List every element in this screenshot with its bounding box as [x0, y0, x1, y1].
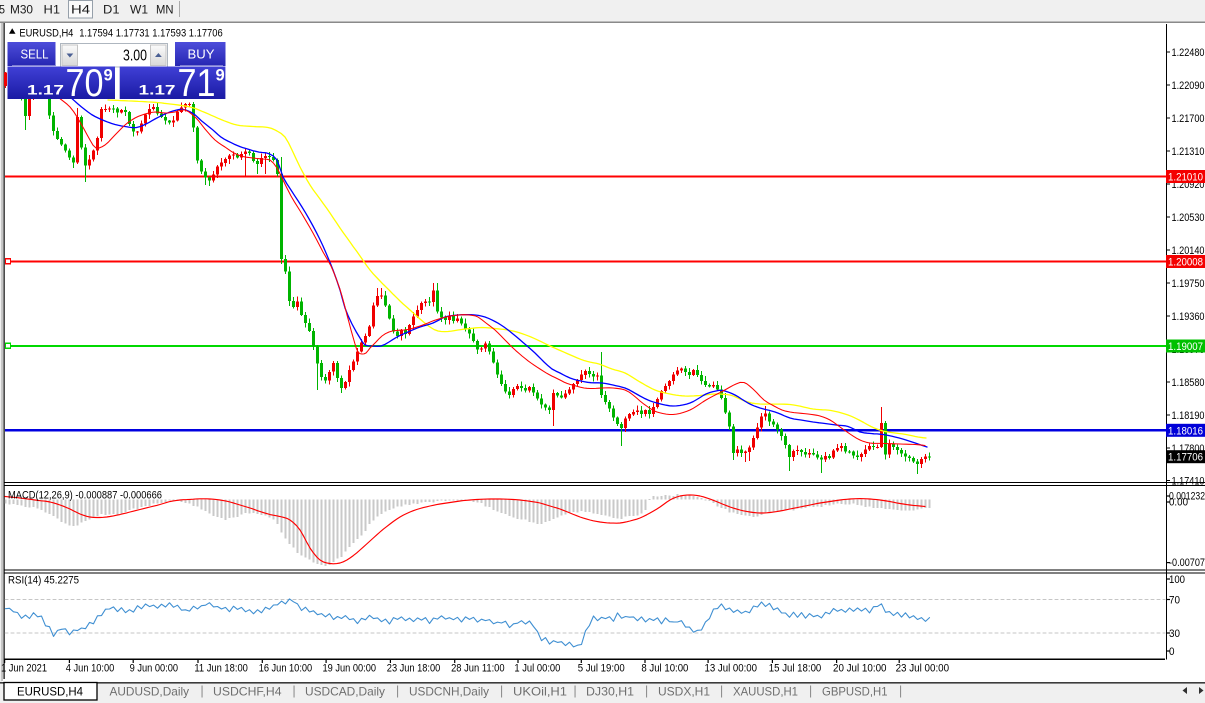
svg-text:DJ30,H1: DJ30,H1 [586, 685, 634, 699]
svg-text:9: 9 [216, 67, 225, 85]
svg-text:H4: H4 [71, 3, 90, 17]
svg-text:USDCHF,H4: USDCHF,H4 [213, 685, 282, 699]
svg-text:19 Jun 00:00: 19 Jun 00:00 [323, 663, 377, 675]
svg-text:GBPUSD,H1: GBPUSD,H1 [822, 685, 888, 699]
svg-text:16 Jun 10:00: 16 Jun 10:00 [259, 663, 313, 675]
svg-text:1.18190: 1.18190 [1172, 410, 1205, 422]
svg-text:1.18580: 1.18580 [1172, 377, 1205, 389]
svg-text:-0.00707: -0.00707 [1169, 557, 1205, 569]
svg-text:USDCAD,Daily: USDCAD,Daily [305, 685, 385, 699]
svg-text:8 Jul 10:00: 8 Jul 10:00 [641, 663, 688, 675]
svg-text:70: 70 [1169, 595, 1180, 607]
svg-text:30: 30 [1169, 628, 1180, 640]
svg-text:1.20140: 1.20140 [1172, 245, 1205, 257]
svg-text:XAUUSD,H1: XAUUSD,H1 [733, 685, 798, 699]
svg-text:AUDUSD,Daily: AUDUSD,Daily [110, 685, 190, 699]
svg-text:H1: H1 [44, 3, 61, 17]
svg-text:1.17410: 1.17410 [1172, 476, 1205, 488]
svg-text:RSI(14) 45.2275: RSI(14) 45.2275 [8, 575, 79, 587]
svg-text:1.17: 1.17 [139, 82, 176, 98]
svg-text:1.19750: 1.19750 [1172, 278, 1205, 290]
svg-text:1.17706: 1.17706 [1168, 452, 1203, 464]
svg-text:USDX,H1: USDX,H1 [658, 685, 710, 699]
svg-text:11 Jun 18:00: 11 Jun 18:00 [194, 663, 248, 675]
svg-text:5: 5 [0, 3, 5, 17]
svg-text:M30: M30 [10, 3, 33, 17]
svg-text:13 Jul 00:00: 13 Jul 00:00 [705, 663, 758, 675]
svg-text:70: 70 [66, 62, 104, 105]
svg-text:5 Jul 19:00: 5 Jul 19:00 [578, 663, 625, 675]
svg-text:1.22090: 1.22090 [1172, 80, 1205, 92]
svg-text:23 Jun 18:00: 23 Jun 18:00 [387, 663, 441, 675]
svg-text:MN: MN [156, 3, 174, 17]
svg-text:1.22480: 1.22480 [1172, 47, 1205, 59]
svg-text:0: 0 [1169, 646, 1175, 658]
svg-text:USDCNH,Daily: USDCNH,Daily [409, 685, 489, 699]
svg-text:100: 100 [1169, 574, 1185, 586]
svg-text:4 Jun 10:00: 4 Jun 10:00 [66, 663, 115, 675]
svg-text:1.19007: 1.19007 [1168, 341, 1203, 353]
svg-text:UKOil,H1: UKOil,H1 [513, 685, 567, 699]
svg-text:1.21700: 1.21700 [1172, 113, 1205, 125]
svg-text:EURUSD,H4: EURUSD,H4 [17, 685, 83, 699]
svg-text:1.18016: 1.18016 [1168, 425, 1203, 437]
svg-text:1.17: 1.17 [27, 82, 64, 98]
svg-text:MACD(12,26,9) -0.000887 -0.000: MACD(12,26,9) -0.000887 -0.000666 [8, 490, 162, 502]
svg-text:1 Jun 2021: 1 Jun 2021 [1, 663, 47, 675]
svg-text:71: 71 [178, 62, 216, 105]
svg-text:1.19360: 1.19360 [1172, 311, 1205, 323]
svg-text:1.21310: 1.21310 [1172, 146, 1205, 158]
svg-text:SELL: SELL [21, 47, 49, 62]
svg-text:1.20008: 1.20008 [1168, 257, 1203, 269]
svg-text:BUY: BUY [188, 47, 215, 62]
svg-text:1.20530: 1.20530 [1172, 212, 1205, 224]
svg-text:1.17594 1.17731 1.17593 1.1770: 1.17594 1.17731 1.17593 1.17706 [79, 28, 223, 40]
svg-text:20 Jul 10:00: 20 Jul 10:00 [833, 663, 887, 675]
svg-text:0.00: 0.00 [1169, 497, 1188, 509]
svg-text:EURUSD,H4: EURUSD,H4 [19, 28, 73, 40]
svg-text:3.00: 3.00 [123, 48, 147, 65]
svg-text:9: 9 [104, 67, 113, 85]
svg-text:9 Jun 00:00: 9 Jun 00:00 [130, 663, 179, 675]
svg-text:23 Jul 00:00: 23 Jul 00:00 [896, 663, 950, 675]
svg-text:W1: W1 [130, 3, 148, 17]
svg-text:28 Jun 11:00: 28 Jun 11:00 [451, 663, 505, 675]
svg-text:1.21010: 1.21010 [1168, 172, 1203, 184]
svg-text:0.001232: 0.001232 [1169, 491, 1205, 503]
svg-text:1 Jul 00:00: 1 Jul 00:00 [514, 663, 560, 675]
svg-text:15 Jul 18:00: 15 Jul 18:00 [769, 663, 822, 675]
svg-text:D1: D1 [103, 3, 120, 17]
